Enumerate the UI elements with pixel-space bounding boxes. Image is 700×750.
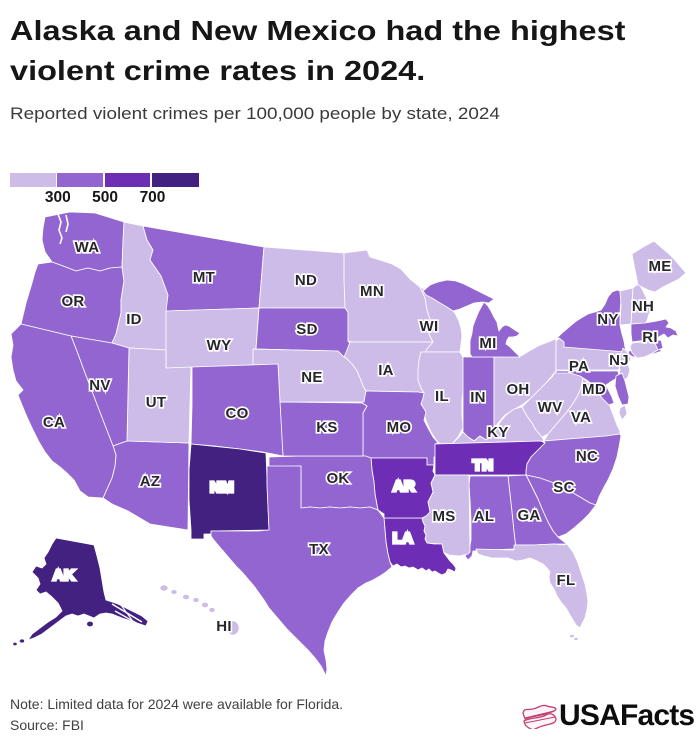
svg-text:NV: NV	[89, 377, 110, 394]
svg-text:AL: AL	[474, 508, 495, 525]
svg-text:UT: UT	[146, 394, 167, 411]
svg-text:LA: LA	[393, 530, 414, 547]
svg-text:WA: WA	[75, 239, 100, 256]
svg-text:TN: TN	[473, 457, 494, 474]
svg-text:ME: ME	[648, 258, 671, 275]
svg-text:OK: OK	[326, 470, 349, 487]
svg-text:KY: KY	[487, 424, 508, 441]
svg-text:MT: MT	[193, 269, 215, 286]
svg-text:KS: KS	[316, 419, 337, 436]
svg-text:WY: WY	[207, 337, 232, 354]
svg-text:CO: CO	[225, 405, 248, 422]
svg-text:VA: VA	[571, 409, 591, 426]
svg-text:SD: SD	[296, 321, 317, 338]
svg-text:MD: MD	[582, 381, 606, 398]
svg-text:SC: SC	[553, 479, 574, 496]
svg-text:AZ: AZ	[140, 473, 161, 490]
svg-text:MO: MO	[387, 419, 412, 436]
svg-text:NM: NM	[210, 479, 234, 496]
svg-text:MS: MS	[432, 508, 455, 525]
svg-text:NH: NH	[632, 298, 654, 315]
svg-text:IN: IN	[470, 389, 486, 406]
svg-text:CA: CA	[43, 414, 65, 431]
svg-text:ND: ND	[295, 272, 317, 289]
svg-text:RI: RI	[642, 329, 658, 346]
svg-text:TX: TX	[309, 541, 329, 558]
svg-text:GA: GA	[517, 507, 540, 524]
svg-text:PA: PA	[569, 358, 589, 375]
svg-text:IA: IA	[378, 362, 394, 379]
svg-text:AK: AK	[53, 567, 75, 584]
svg-text:MN: MN	[360, 283, 384, 300]
svg-text:AR: AR	[393, 478, 415, 495]
svg-text:ID: ID	[126, 311, 142, 328]
svg-text:WI: WI	[420, 318, 439, 335]
svg-text:NY: NY	[597, 311, 618, 328]
svg-text:OH: OH	[506, 381, 529, 398]
svg-text:FL: FL	[557, 572, 576, 589]
svg-text:HI: HI	[216, 618, 232, 635]
svg-text:NC: NC	[576, 448, 598, 465]
svg-text:MI: MI	[479, 335, 496, 352]
svg-text:WV: WV	[538, 399, 563, 416]
svg-text:NJ: NJ	[609, 352, 629, 369]
svg-text:NE: NE	[301, 369, 322, 386]
svg-text:IL: IL	[435, 388, 449, 405]
svg-text:OR: OR	[61, 293, 84, 310]
